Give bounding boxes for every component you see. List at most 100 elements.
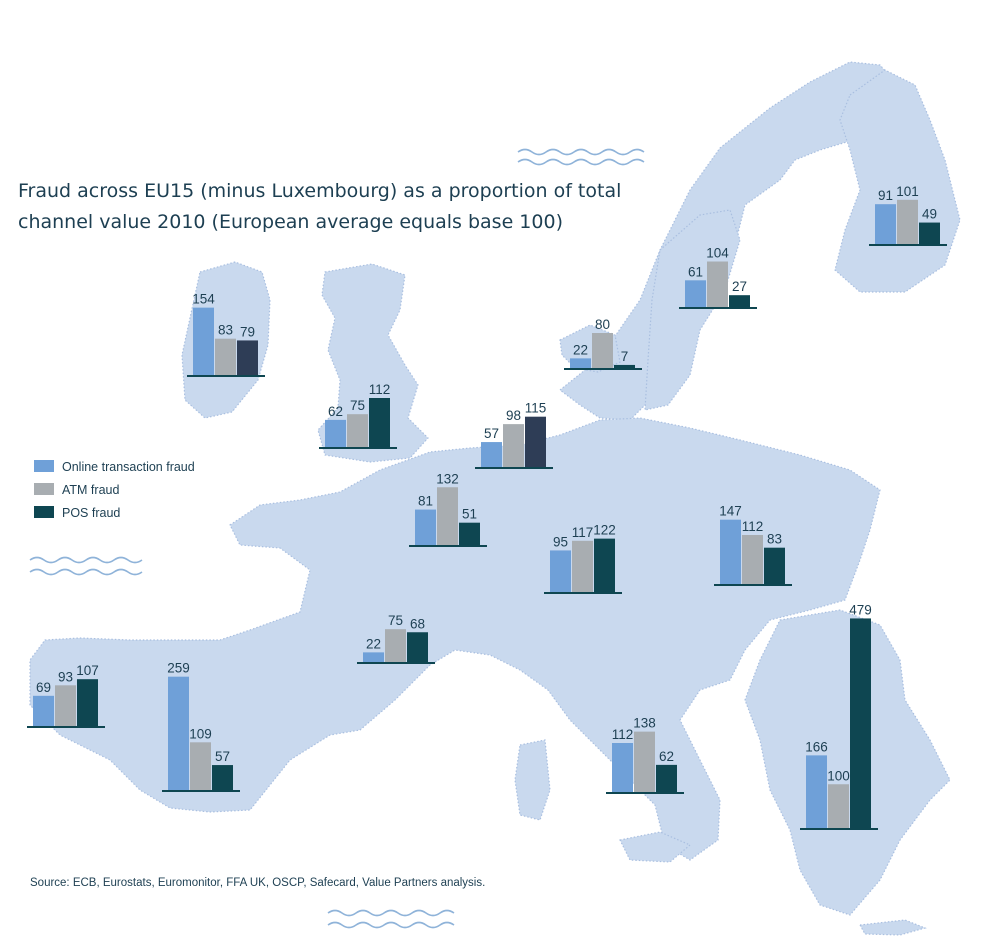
value-label-austria-online: 147 bbox=[719, 504, 742, 519]
value-label-finland-atm: 101 bbox=[896, 184, 919, 199]
bar-uk-pos bbox=[369, 398, 390, 447]
bar-greece-atm bbox=[828, 784, 849, 828]
bar-uk-atm bbox=[347, 414, 368, 447]
bar-belgium-atm bbox=[437, 487, 458, 545]
bar-portugal-online bbox=[33, 695, 54, 726]
bar-ireland-online bbox=[193, 307, 214, 375]
wave-top-2 bbox=[517, 158, 645, 166]
value-label-spain-online: 259 bbox=[167, 661, 190, 676]
value-label-netherlands-online: 57 bbox=[484, 426, 499, 441]
value-label-uk-pos: 112 bbox=[369, 382, 391, 397]
map-sicily bbox=[619, 831, 692, 863]
value-label-denmark-atm: 80 bbox=[595, 317, 610, 332]
map-sweden bbox=[644, 209, 741, 411]
legend-swatch-pos bbox=[34, 506, 54, 518]
map-corsica-sardinia bbox=[514, 739, 551, 821]
value-label-germany-pos: 122 bbox=[593, 523, 616, 538]
wave-left-1 bbox=[29, 556, 143, 564]
wave-left-2 bbox=[29, 568, 143, 576]
value-label-sweden-pos: 27 bbox=[732, 279, 747, 294]
bar-group-netherlands: 57 98 115 bbox=[475, 401, 553, 469]
value-label-sweden-atm: 104 bbox=[706, 246, 729, 261]
bar-austria-atm bbox=[742, 535, 763, 584]
bar-netherlands-pos bbox=[525, 416, 546, 467]
bar-greece-pos bbox=[850, 618, 871, 828]
bar-austria-online bbox=[720, 519, 741, 584]
bar-finland-pos bbox=[919, 222, 940, 244]
wave-bottom-2 bbox=[327, 921, 455, 929]
map-crete bbox=[859, 919, 927, 936]
value-label-netherlands-atm: 98 bbox=[506, 408, 521, 423]
value-label-belgium-pos: 51 bbox=[462, 507, 477, 522]
value-label-denmark-online: 22 bbox=[573, 342, 588, 357]
value-label-austria-atm: 112 bbox=[742, 519, 764, 534]
value-label-portugal-online: 69 bbox=[36, 680, 51, 695]
value-label-germany-online: 95 bbox=[553, 534, 568, 549]
bar-germany-online bbox=[550, 550, 571, 592]
bar-italy-atm bbox=[634, 731, 655, 792]
legend-label-pos: POS fraud bbox=[62, 506, 120, 520]
value-label-germany-atm: 117 bbox=[572, 525, 594, 540]
bar-ireland-atm bbox=[215, 338, 236, 375]
bar-france-online bbox=[363, 652, 384, 662]
value-label-france-atm: 75 bbox=[388, 613, 403, 628]
value-label-austria-pos: 83 bbox=[767, 532, 782, 547]
value-label-italy-atm: 138 bbox=[633, 716, 656, 731]
bar-denmark-pos bbox=[614, 364, 635, 368]
bar-france-atm bbox=[385, 629, 406, 662]
value-label-finland-online: 91 bbox=[878, 188, 893, 203]
bar-group-denmark: 22 80 7 bbox=[564, 317, 642, 370]
chart-title-line-2: channel value 2010 (European average equ… bbox=[18, 211, 563, 233]
bar-uk-online bbox=[325, 419, 346, 447]
bar-group-france: 22 75 68 bbox=[357, 613, 435, 664]
value-label-greece-atm: 100 bbox=[827, 768, 850, 783]
value-label-france-pos: 68 bbox=[410, 616, 425, 631]
bar-group-greece: 166 100 479 bbox=[800, 602, 878, 830]
map-balkans bbox=[744, 609, 951, 916]
value-label-italy-online: 112 bbox=[612, 727, 634, 742]
map-finland bbox=[834, 69, 961, 293]
bar-belgium-pos bbox=[459, 522, 480, 545]
bar-spain-pos bbox=[212, 765, 233, 790]
value-label-belgium-online: 81 bbox=[418, 494, 433, 509]
map-great-britain bbox=[317, 263, 429, 463]
bar-france-pos bbox=[407, 632, 428, 662]
value-label-belgium-atm: 132 bbox=[436, 471, 459, 486]
bar-netherlands-online bbox=[481, 442, 502, 467]
source-note: Source: ECB, Eurostats, Euromonitor, FFA… bbox=[30, 877, 485, 889]
value-label-finland-pos: 49 bbox=[922, 207, 937, 222]
bar-italy-pos bbox=[656, 764, 677, 792]
bar-finland-online bbox=[875, 204, 896, 244]
value-label-portugal-atm: 93 bbox=[58, 669, 73, 684]
wave-bottom-1 bbox=[327, 909, 455, 917]
value-label-portugal-pos: 107 bbox=[76, 663, 99, 678]
bar-group-germany: 95 117 122 bbox=[544, 523, 622, 594]
value-label-italy-pos: 62 bbox=[659, 749, 674, 764]
value-label-spain-pos: 57 bbox=[215, 749, 230, 764]
bar-group-uk: 62 75 112 bbox=[319, 382, 397, 449]
value-label-greece-online: 166 bbox=[805, 739, 828, 754]
value-label-uk-online: 62 bbox=[328, 404, 343, 419]
value-label-ireland-pos: 79 bbox=[240, 324, 255, 339]
bar-germany-pos bbox=[594, 538, 615, 592]
bar-sweden-atm bbox=[707, 261, 728, 307]
decorative-waves bbox=[29, 148, 645, 929]
bar-denmark-atm bbox=[592, 333, 613, 368]
legend: Online transaction fraud ATM fraud POS f… bbox=[34, 460, 195, 520]
value-label-ireland-atm: 83 bbox=[218, 323, 233, 338]
bar-germany-atm bbox=[572, 540, 593, 592]
bar-finland-atm bbox=[897, 199, 918, 244]
value-label-france-online: 22 bbox=[366, 636, 381, 651]
chart-title-line-1: Fraud across EU15 (minus Luxembourg) as … bbox=[18, 180, 621, 202]
value-label-netherlands-pos: 115 bbox=[525, 401, 547, 416]
bar-sweden-online bbox=[685, 280, 706, 307]
bar-netherlands-atm bbox=[503, 424, 524, 467]
bar-spain-atm bbox=[190, 742, 211, 790]
bar-portugal-pos bbox=[77, 679, 98, 726]
